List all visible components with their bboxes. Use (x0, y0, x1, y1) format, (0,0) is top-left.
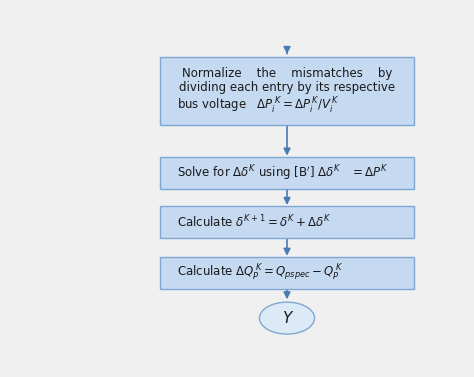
Text: Calculate $\delta^{K+1} = \delta^K +\Delta\delta^K$: Calculate $\delta^{K+1} = \delta^K +\Del… (177, 214, 331, 231)
FancyBboxPatch shape (160, 157, 414, 189)
FancyBboxPatch shape (160, 206, 414, 238)
Text: Calculate $\Delta Q_P^{\,K} = Q_{pspec} - Q_P^{\,K}$: Calculate $\Delta Q_P^{\,K} = Q_{pspec} … (177, 263, 343, 284)
Text: bus voltage   $\Delta P_i^{\,K} = \Delta P_i^{\,K} / V_i^{\,K}$: bus voltage $\Delta P_i^{\,K} = \Delta P… (177, 96, 339, 116)
Ellipse shape (259, 302, 315, 334)
Text: dividing each entry by its respective: dividing each entry by its respective (179, 81, 395, 94)
Text: Solve for $\Delta\delta^K$ using [B$'$] $\Delta\delta^K$   $= \Delta P^K$: Solve for $\Delta\delta^K$ using [B$'$] … (177, 163, 389, 183)
FancyBboxPatch shape (160, 257, 414, 289)
Text: Y: Y (283, 311, 292, 326)
FancyBboxPatch shape (160, 57, 414, 125)
Text: Normalize    the    mismatches    by: Normalize the mismatches by (182, 67, 392, 80)
